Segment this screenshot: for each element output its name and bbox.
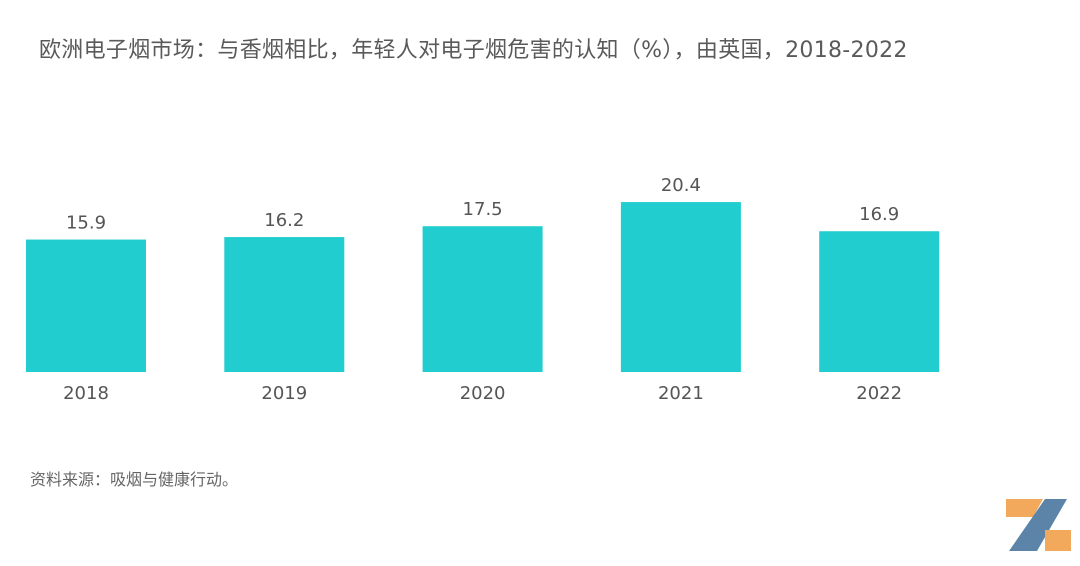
data-label: 17.5 <box>463 199 503 220</box>
x-tick-label: 2021 <box>658 383 704 404</box>
chart-title: 欧洲电子烟市场：与香烟相比，年轻人对电子烟危害的认知（%），由英国，2018-2… <box>39 38 908 63</box>
bar-2019 <box>224 237 345 372</box>
x-tick-label: 2020 <box>460 383 506 404</box>
x-tick-label: 2022 <box>856 383 902 404</box>
x-tick-label: 2018 <box>63 383 109 404</box>
bar-2021 <box>620 202 741 372</box>
data-label: 20.4 <box>661 175 701 196</box>
data-label: 16.9 <box>859 204 899 225</box>
data-label: 15.9 <box>66 213 106 234</box>
bar-2022 <box>819 231 940 372</box>
source-note: 资料来源：吸烟与健康行动。 <box>30 470 239 489</box>
bar-chart: 15.9 2018 16.2 2019 17.5 2020 20.4 2021 16.9 2022 <box>26 175 940 404</box>
brand-logo-icon <box>1006 499 1071 551</box>
data-label: 16.2 <box>264 210 304 231</box>
bar-2020 <box>422 226 543 372</box>
bar-2018 <box>26 239 146 372</box>
x-tick-label: 2019 <box>261 383 307 404</box>
